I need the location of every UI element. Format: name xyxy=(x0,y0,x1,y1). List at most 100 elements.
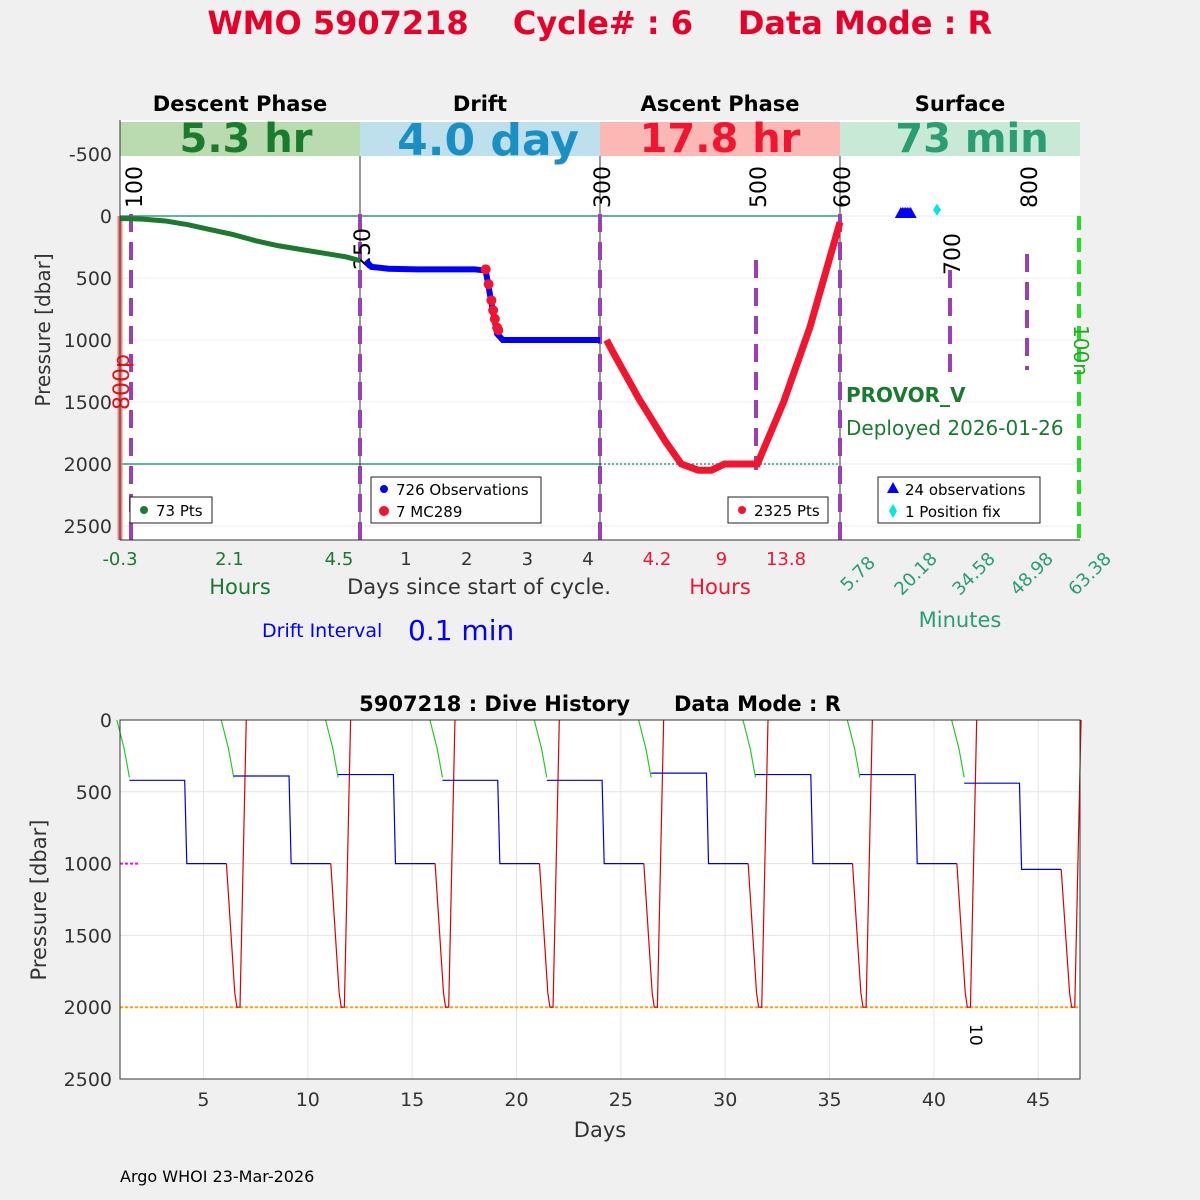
phase-duration-surface: 73 min xyxy=(895,116,1048,162)
bottom-y-tick-label: 0 xyxy=(100,710,112,732)
bottom-chart: 5907218 : Dive History Data Mode : R 5 10… xyxy=(27,692,1082,1142)
float-type-label: PROVOR_V xyxy=(846,383,966,407)
top-y-tick-label: -500 xyxy=(69,144,112,166)
bottom-ascent-line xyxy=(851,719,873,1008)
legend-surface-box xyxy=(877,476,1041,524)
drift-mc-point xyxy=(480,264,491,275)
bottom-annotation: 10 xyxy=(965,1024,985,1046)
bottom-x-tick-label: 25 xyxy=(609,1089,633,1111)
drift-x-tick-label: 3 xyxy=(522,549,533,570)
top-y-axis-label: Pressure [dbar] xyxy=(31,253,55,406)
phase-header-surface: Surface xyxy=(915,92,1005,116)
phase-band-surface xyxy=(840,122,1080,156)
bottom-y-ticks: 0 500 1000 1500 2000 2500 xyxy=(64,710,112,1091)
marker-label-800: 800 xyxy=(1018,166,1043,208)
top-y-tick-label: 1000 xyxy=(64,330,112,352)
ascent-x-tick-label: 13.8 xyxy=(766,549,806,570)
bottom-drift-line xyxy=(338,773,436,865)
legend-ascent: 2325 Pts xyxy=(727,496,829,524)
legend-surface-fix-text: 1 Position fix xyxy=(905,503,1001,521)
bottom-x-tick-label: 45 xyxy=(1026,1089,1050,1111)
drift-mc-point xyxy=(488,305,499,316)
title-data-mode: Data Mode : R xyxy=(738,4,992,42)
phase-header-ascent: Ascent Phase xyxy=(641,92,800,116)
bottom-drift-line xyxy=(442,779,540,865)
bottom-ascent-line xyxy=(330,719,352,1008)
marker-label-700: 700 xyxy=(941,233,966,275)
phase-duration-drift: 4.0 day xyxy=(397,115,579,166)
surface-x-tick-label: 20.18 xyxy=(890,548,941,599)
right-side-label: 100n xyxy=(1069,325,1093,376)
left-side-label: 800p xyxy=(110,354,135,410)
deployed-date-label: Deployed 2026-01-26 xyxy=(846,416,1064,440)
bottom-ascent-line xyxy=(434,719,456,1008)
bottom-y-tick-label: 1500 xyxy=(64,925,112,947)
legend-drift-mc-symbol xyxy=(379,506,389,516)
phase-header-drift: Drift xyxy=(453,92,507,116)
bottom-drift-line xyxy=(755,773,853,865)
surface-position-fix-point xyxy=(932,203,941,216)
bottom-ascent-line xyxy=(1060,719,1082,1008)
legend-drift-mc-text: 7 MC289 xyxy=(396,503,462,521)
surface-x-tick-label: 5.78 xyxy=(837,553,880,596)
descent-x-tick-label: -0.3 xyxy=(102,549,137,570)
surface-x-tick-label: 63.38 xyxy=(1064,548,1115,599)
bottom-descent-line xyxy=(116,719,130,778)
bottom-descent-line xyxy=(742,719,757,778)
legend-descent: 73 Pts xyxy=(129,496,213,524)
drift-mc-point xyxy=(489,313,500,324)
bottom-drift-line xyxy=(964,782,1062,870)
phase-band-drift xyxy=(360,122,600,156)
legend-surface: 24 observations 1 Position fix xyxy=(877,476,1041,524)
drift-mc-point xyxy=(493,325,504,336)
legend-descent-symbol xyxy=(140,506,148,514)
bottom-descent-line xyxy=(951,719,965,778)
legend-descent-text: 73 Pts xyxy=(156,502,203,520)
bottom-descent-line xyxy=(429,719,444,778)
bottom-x-ticks: 5 10 15 20 25 30 35 40 45 xyxy=(197,1089,1050,1111)
legend-surface-obs-symbol xyxy=(887,482,899,493)
title-cycle: Cycle# : 6 xyxy=(513,4,693,42)
bottom-x-tick-label: 30 xyxy=(713,1089,737,1111)
bottom-descent-line xyxy=(846,719,861,778)
bottom-y-tick-label: 500 xyxy=(76,782,112,804)
descent-x-tick-label: 4.5 xyxy=(325,549,354,570)
surface-x-tick-label: 48.98 xyxy=(1006,548,1057,599)
marker-label-600: 600 xyxy=(831,166,856,208)
bottom-drift-line xyxy=(233,775,331,865)
ascent-x-tick-label: 4.2 xyxy=(643,549,672,570)
ascent-profile-line xyxy=(603,221,844,474)
bottom-x-tick-label: 40 xyxy=(922,1089,946,1111)
bottom-x-tick-label: 10 xyxy=(296,1089,320,1111)
legend-drift: 726 Observations 7 MC289 xyxy=(370,476,542,524)
bottom-descent-line xyxy=(220,719,235,778)
xlabel-drift: Days since start of cycle. xyxy=(347,575,611,599)
ascent-x-tick-label: 9 xyxy=(716,549,727,570)
bottom-ascent-line xyxy=(643,719,665,1008)
drift-x-tick-label: 1 xyxy=(400,549,411,570)
descent-x-tick-label: 2.1 xyxy=(215,549,244,570)
bottom-descent-line xyxy=(638,719,652,778)
phase-duration-ascent: 17.8 hr xyxy=(640,116,801,162)
bottom-y-tick-label: 2000 xyxy=(64,997,112,1019)
phase-band-descent xyxy=(120,122,360,156)
marker-label-500: 500 xyxy=(747,166,772,208)
bottom-ascent-line xyxy=(538,719,560,1008)
bottom-x-tick-label: 15 xyxy=(400,1089,424,1111)
drift-mc-point xyxy=(483,279,494,290)
bottom-y-tick-label: 1000 xyxy=(64,854,112,876)
top-data-series xyxy=(119,203,941,474)
drift-x-tick-label: 4 xyxy=(582,549,593,570)
bottom-plot-area xyxy=(120,720,1080,1079)
top-y-tick-label: 0 xyxy=(100,206,112,228)
descent-profile-line xyxy=(119,215,361,264)
legend-ascent-symbol xyxy=(738,506,746,514)
phase-band-ascent xyxy=(600,122,840,156)
title-wmo: WMO 5907218 xyxy=(207,4,468,42)
bottom-ascent-line xyxy=(225,719,247,1008)
bottom-drift-line xyxy=(129,779,227,865)
bottom-x-tick-label: 5 xyxy=(197,1089,209,1111)
xlabel-descent: Hours xyxy=(209,575,271,599)
bottom-ascent-line xyxy=(747,719,769,1008)
